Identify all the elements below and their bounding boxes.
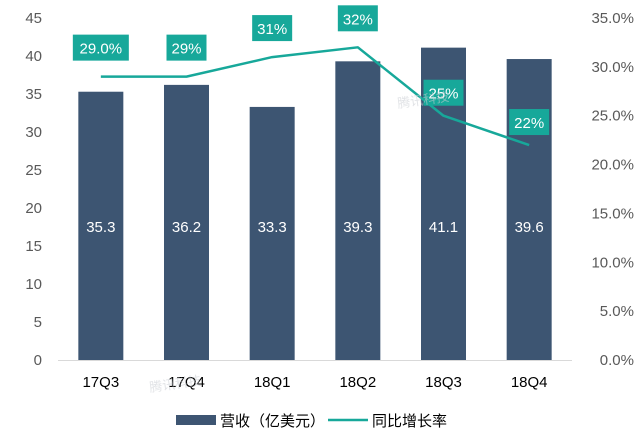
- growth-rate-line: 29.0% 29% 31% 32% 25% 22%: [72, 5, 550, 147]
- right-tick-label: 15.0%: [591, 205, 634, 222]
- left-tick-label: 5: [34, 314, 42, 331]
- growth-value-label: 32%: [343, 11, 373, 28]
- left-tick-label: 20: [25, 200, 42, 217]
- revenue-bar: [164, 84, 209, 360]
- x-axis: 17Q3 17Q4 18Q1 18Q2 18Q3 18Q4: [58, 360, 572, 391]
- bar-value-label: 33.3: [258, 219, 287, 236]
- revenue-bar: [506, 59, 552, 360]
- right-tick-label: 35.0%: [591, 10, 634, 27]
- category-label: 17Q3: [82, 374, 119, 391]
- growth-label-box: [166, 34, 207, 61]
- revenue-bar: [78, 91, 124, 360]
- bar-value-label: 41.1: [429, 219, 458, 236]
- bar-value-label: 36.2: [172, 219, 201, 236]
- right-tick-label: 25.0%: [591, 108, 634, 125]
- legend: 营收（亿美元） 同比增长率: [176, 413, 447, 430]
- right-tick-label: 0.0%: [600, 352, 634, 369]
- category-label: 18Q2: [339, 374, 376, 391]
- left-tick-label: 25: [25, 162, 42, 179]
- growth-label-box: [252, 15, 293, 42]
- bar-value-label: 35.3: [86, 219, 115, 236]
- legend-swatch-revenue: [176, 415, 216, 425]
- growth-label-box: [509, 109, 550, 136]
- left-y-axis: 0 5 10 15 20 25 30 35 40 45: [25, 10, 42, 369]
- revenue-bars: 35.3 36.2 33.3 39.3 41.1 39.6: [78, 47, 552, 360]
- left-tick-label: 15: [25, 238, 42, 255]
- revenue-bar: [249, 106, 295, 360]
- watermark: 腾讯科技 腾讯科技: [148, 89, 450, 395]
- category-label: 18Q3: [425, 374, 462, 391]
- bar-value-label: 39.6: [515, 219, 544, 236]
- right-tick-label: 30.0%: [591, 59, 634, 76]
- growth-value-label: 22%: [514, 115, 544, 132]
- left-tick-label: 45: [25, 10, 42, 27]
- category-label: 18Q1: [254, 374, 291, 391]
- growth-value-label: 31%: [257, 21, 287, 38]
- growth-line-path: [100, 46, 530, 147]
- right-tick-label: 20.0%: [591, 157, 634, 174]
- growth-value-label: 29.0%: [80, 41, 123, 58]
- bar-value-label: 39.3: [343, 219, 372, 236]
- growth-label-box: [423, 79, 464, 106]
- left-tick-label: 35: [25, 86, 42, 103]
- right-tick-label: 10.0%: [591, 254, 634, 271]
- growth-label-box: [337, 5, 378, 32]
- right-y-axis: 0.0% 5.0% 10.0% 15.0% 20.0% 25.0% 30.0% 35.0%: [591, 10, 634, 369]
- revenue-bar: [335, 61, 381, 360]
- left-tick-label: 40: [25, 48, 42, 65]
- category-label: 18Q4: [511, 374, 548, 391]
- left-tick-label: 10: [25, 276, 42, 293]
- growth-label-box: [72, 34, 129, 61]
- left-tick-label: 0: [34, 352, 42, 369]
- growth-value-label: 25%: [428, 86, 458, 103]
- watermark-text: 腾讯科技: [148, 373, 202, 395]
- category-label: 17Q4: [168, 374, 205, 391]
- left-tick-label: 30: [25, 124, 42, 141]
- watermark-text: 腾讯科技: [396, 89, 450, 111]
- legend-label-revenue: 营收（亿美元）: [220, 413, 325, 430]
- right-tick-label: 5.0%: [600, 303, 634, 320]
- legend-label-growth-rate: 同比增长率: [372, 413, 447, 430]
- growth-value-label: 29%: [171, 41, 201, 58]
